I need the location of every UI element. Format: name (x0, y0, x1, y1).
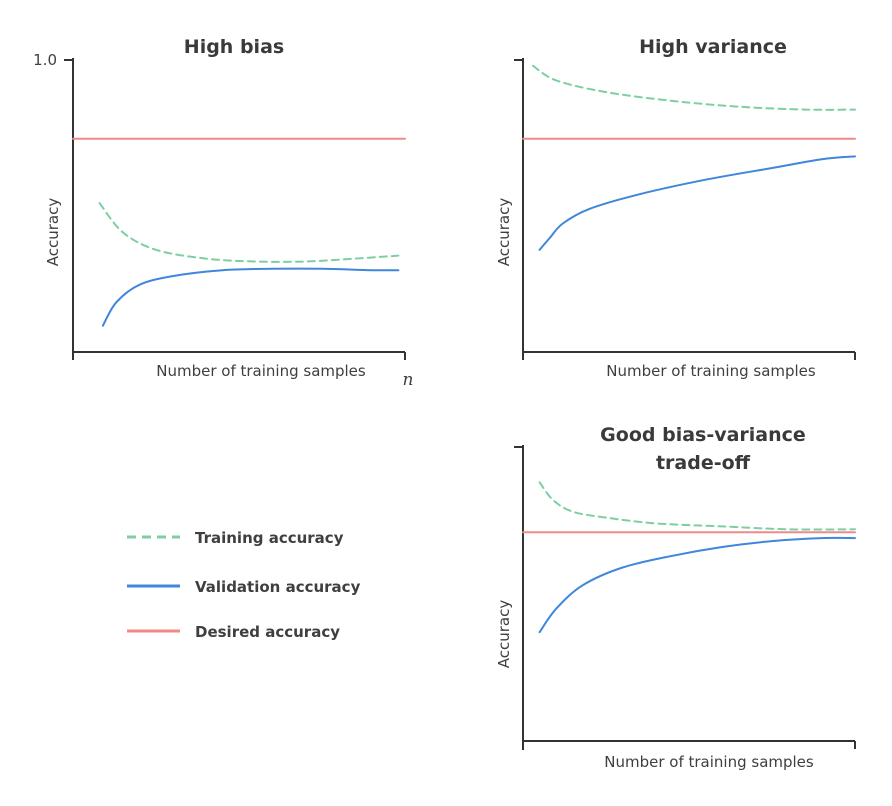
y-axis-label: Accuracy (44, 198, 62, 267)
legend: Training accuracy Validation accuracy De… (127, 529, 361, 641)
chart-high-bias: High bias 1.0 Accuracy Number of trainin… (33, 36, 413, 390)
series-line-validation-accuracy (101, 267, 400, 327)
legend-label-training: Training accuracy (195, 529, 344, 547)
legend-label-validation: Validation accuracy (195, 578, 361, 596)
series-line-validation-accuracy (538, 536, 856, 634)
x-axis-label: Number of training samples (156, 362, 366, 380)
legend-item-desired: Desired accuracy (127, 623, 340, 641)
legend-item-validation: Validation accuracy (127, 578, 361, 596)
y-tick-label: 1.0 (33, 51, 57, 69)
chart-title: High bias (184, 36, 284, 58)
series-line-training-accuracy (98, 202, 400, 263)
x-axis-label: Number of training samples (606, 362, 816, 380)
series-layer (522, 64, 856, 251)
series-line-training-accuracy (538, 481, 856, 531)
chart-title: High variance (639, 36, 787, 58)
legend-item-training: Training accuracy (127, 529, 344, 547)
y-axis-label: Accuracy (495, 198, 513, 267)
series-layer (72, 137, 406, 327)
x-axis-end-label: n (403, 370, 414, 390)
legend-label-desired: Desired accuracy (195, 623, 340, 641)
chart-good-tradeoff: Good bias-variance trade-off Accuracy Nu… (495, 424, 856, 771)
chart-title-line-2: trade-off (656, 452, 751, 474)
chart-title-line-1: Good bias-variance (600, 424, 806, 446)
series-line-validation-accuracy (538, 155, 856, 251)
series-line-training-accuracy (532, 64, 856, 111)
y-axis-label: Accuracy (495, 600, 513, 669)
x-axis-label: Number of training samples (604, 753, 814, 771)
chart-high-variance: High variance Accuracy Number of trainin… (495, 36, 856, 380)
series-layer (522, 481, 856, 634)
